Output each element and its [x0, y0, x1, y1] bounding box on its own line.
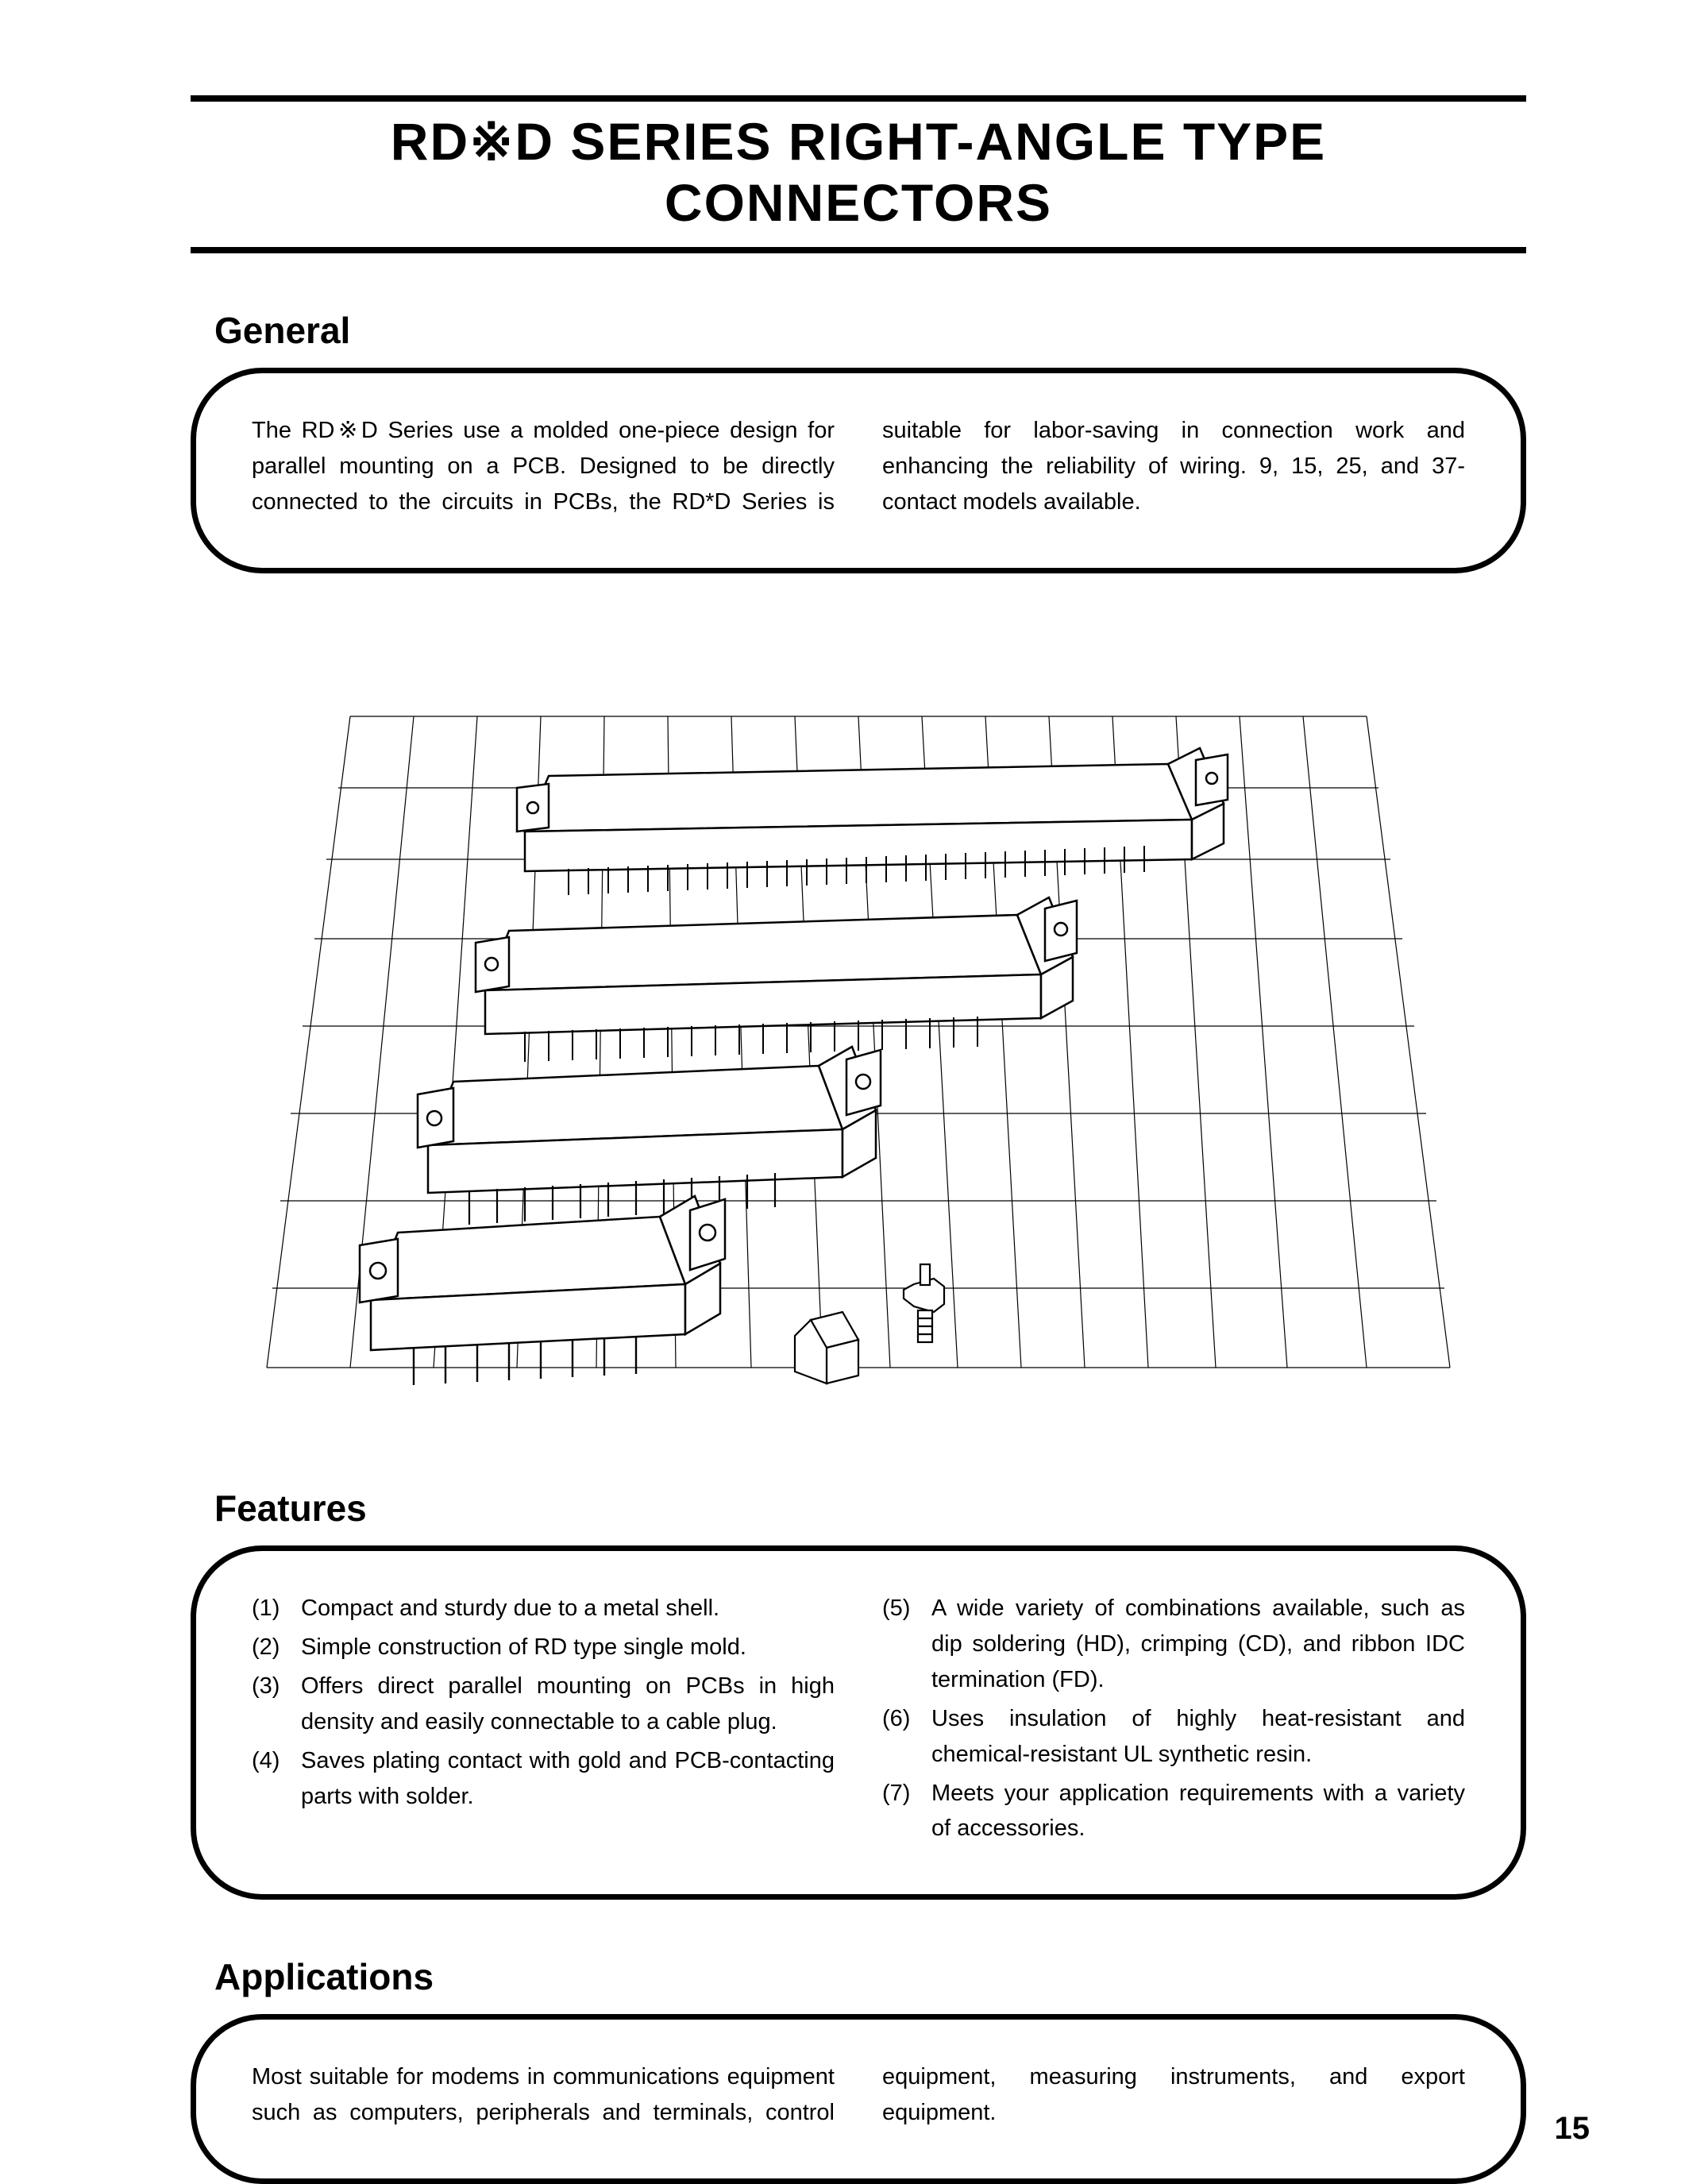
feature-number: (7)	[882, 1776, 931, 1812]
features-box: (1)Compact and sturdy due to a metal she…	[191, 1545, 1526, 1900]
general-text: The RD※D Series use a molded one-piece d…	[252, 413, 1465, 520]
feature-number: (1)	[252, 1591, 301, 1626]
feature-text: Simple construction of RD type single mo…	[301, 1630, 835, 1665]
applications-text: Most suitable for modems in communicatio…	[252, 2059, 1465, 2131]
feature-number: (5)	[882, 1591, 931, 1626]
features-heading: Features	[191, 1487, 1526, 1530]
applications-heading: Applications	[191, 1955, 1526, 1998]
feature-number: (4)	[252, 1743, 301, 1779]
feature-item: (2)Simple construction of RD type single…	[252, 1630, 835, 1665]
feature-text: Compact and sturdy due to a metal shell.	[301, 1591, 835, 1626]
connector-25	[476, 897, 1077, 1062]
feature-item: (6)Uses insulation of highly heat-resist…	[882, 1701, 1465, 1773]
feature-number: (3)	[252, 1669, 301, 1704]
page-number: 15	[1555, 2111, 1591, 2147]
feature-text: A wide variety of combinations available…	[931, 1591, 1465, 1698]
standoff-hardware	[904, 1264, 944, 1342]
connector-15	[418, 1047, 881, 1225]
connector-9	[360, 1196, 725, 1385]
features-list: (1)Compact and sturdy due to a metal she…	[252, 1591, 1465, 1847]
general-heading: General	[191, 309, 1526, 352]
feature-item: (1)Compact and sturdy due to a metal she…	[252, 1591, 835, 1626]
feature-text: Saves plating contact with gold and PCB-…	[301, 1743, 835, 1815]
feature-number: (2)	[252, 1630, 301, 1665]
feature-item: (5)A wide variety of combinations availa…	[882, 1591, 1465, 1698]
bracket-hardware	[795, 1312, 858, 1383]
feature-item: (3)Offers direct parallel mounting on PC…	[252, 1669, 835, 1740]
title-rule-top	[191, 95, 1526, 102]
connector-illustration	[255, 621, 1462, 1431]
general-box: The RD※D Series use a molded one-piece d…	[191, 368, 1526, 573]
feature-text: Offers direct parallel mounting on PCBs …	[301, 1669, 835, 1740]
title-rule-bottom	[191, 247, 1526, 253]
feature-item: (7)Meets your application requirements w…	[882, 1776, 1465, 1847]
feature-text: Uses insulation of highly heat-resistant…	[931, 1701, 1465, 1773]
page-title: RD※D SERIES RIGHT-ANGLE TYPE CONNECTORS	[191, 111, 1526, 233]
feature-number: (6)	[882, 1701, 931, 1737]
feature-text: Meets your application requirements with…	[931, 1776, 1465, 1847]
feature-item: (4)Saves plating contact with gold and P…	[252, 1743, 835, 1815]
page: RD※D SERIES RIGHT-ANGLE TYPE CONNECTORS …	[0, 0, 1685, 2178]
applications-box: Most suitable for modems in communicatio…	[191, 2014, 1526, 2184]
